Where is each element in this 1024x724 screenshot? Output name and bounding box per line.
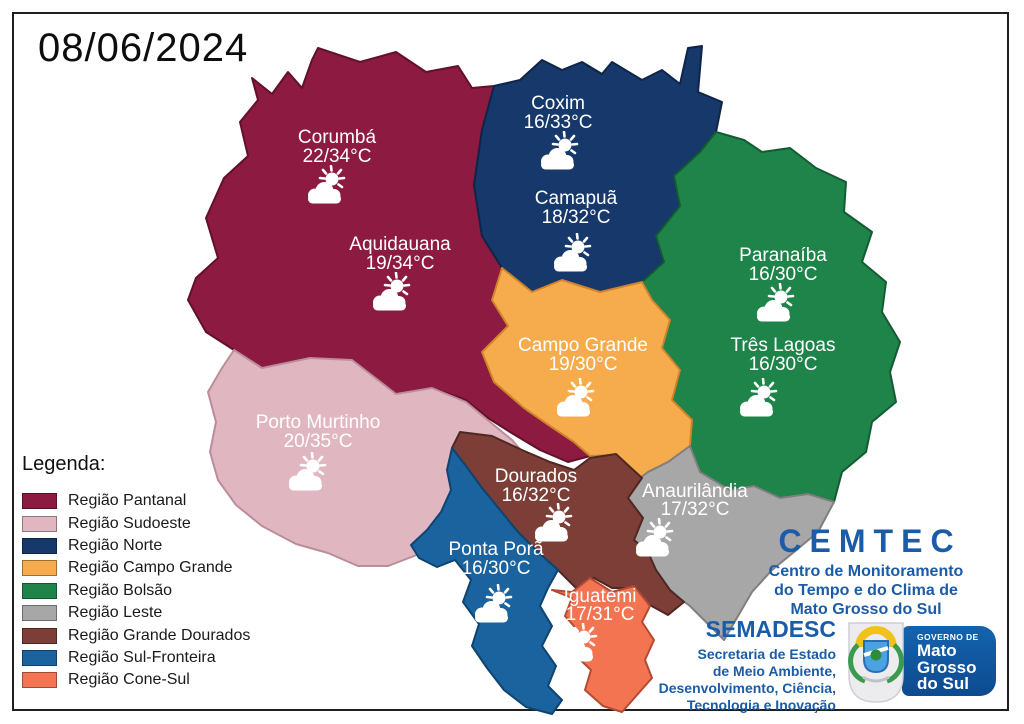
station-tres-lagoas: Três Lagoas 16/30°C [731, 335, 836, 418]
cemtec-subtitle-line: do Tempo e do Clima de [774, 581, 958, 599]
cemtec-logo: CEMTEC Centro de Monitoramento do Tempo … [752, 523, 980, 620]
svg-text:Ponta Porã: Ponta Porã [448, 539, 543, 560]
station-porto-murtinho: Porto Murtinho 20/35°C [256, 412, 381, 492]
legend-label: Região Sudoeste [68, 514, 191, 532]
governo-line: do Sul [917, 674, 969, 693]
semadesc-line: de Meio Ambiente, [712, 663, 836, 680]
legend-item-sudoeste: Região Sudoeste [22, 512, 250, 534]
svg-text:16/30°C: 16/30°C [749, 354, 818, 375]
semadesc-line: Secretaria de Estado [697, 646, 836, 662]
station-paranaiba: Paranaíba 16/30°C [739, 245, 827, 323]
legend-swatch [22, 627, 57, 644]
region-sul-fronteira [410, 447, 563, 715]
regions-layer [187, 45, 901, 715]
legend-item-grande-dourados: Região Grande Dourados [22, 624, 250, 646]
legend-label: Região Norte [68, 536, 163, 554]
svg-text:18/32°C: 18/32°C [542, 207, 611, 228]
date-label: 08/06/2024 [38, 26, 249, 70]
svg-text:Coxim: Coxim [531, 93, 585, 114]
semadesc-line: Tecnologia e Inovação [686, 697, 836, 714]
svg-text:16/33°C: 16/33°C [524, 112, 593, 133]
svg-text:16/32°C: 16/32°C [502, 485, 571, 506]
legend-title: Legenda: [22, 453, 106, 475]
svg-text:Aquidauana: Aquidauana [349, 234, 451, 255]
svg-text:Iguatemi: Iguatemi [564, 586, 637, 607]
svg-text:20/35°C: 20/35°C [284, 431, 353, 452]
station-campo-grande: Campo Grande 19/30°C [518, 335, 648, 418]
svg-text:Campo Grande: Campo Grande [518, 335, 648, 356]
legend-item-sul-fronteira: Região Sul-Fronteira [22, 647, 250, 669]
stations-layer: Corumbá 22/34°C Aquidauana 19/34°C Coxim… [256, 93, 836, 663]
legend: Legenda: Região Pantanal Região Sudoeste… [22, 453, 250, 692]
svg-text:17/32°C: 17/32°C [661, 499, 730, 520]
legend-swatch [22, 537, 57, 554]
legend-label: Região Campo Grande [68, 559, 233, 577]
svg-text:Anaurilândia: Anaurilândia [642, 481, 748, 502]
cemtec-subtitle-line: Mato Grosso do Sul [790, 600, 942, 618]
svg-text:Porto Murtinho: Porto Murtinho [256, 412, 381, 433]
legend-item-bolsao: Região Bolsão [22, 580, 250, 602]
legend-swatch [22, 515, 57, 532]
legend-label: Região Pantanal [68, 492, 187, 510]
svg-text:22/34°C: 22/34°C [303, 146, 372, 167]
svg-text:19/34°C: 19/34°C [366, 253, 435, 274]
governo-ms-logo: GOVERNO DE Mato Grosso do Sul [902, 626, 996, 696]
legend-label: Região Leste [68, 604, 163, 622]
station-iguatemi: Iguatemi 17/31°C [558, 586, 637, 663]
semadesc-line: Desenvolvimento, Ciência, [658, 680, 836, 697]
station-aquidauana: Aquidauana 19/34°C [349, 234, 451, 312]
legend-swatch [22, 582, 57, 599]
svg-text:16/30°C: 16/30°C [749, 264, 818, 285]
legend-swatch [22, 672, 57, 689]
governo-line: Mato [917, 641, 957, 660]
station-camapua: Camapuã 18/32°C [535, 188, 618, 273]
legend-label: Região Sul-Fronteira [68, 648, 216, 666]
station-dourados: Dourados 16/32°C [495, 466, 577, 543]
svg-text:Corumbá: Corumbá [298, 127, 377, 148]
svg-text:19/30°C: 19/30°C [549, 354, 618, 375]
legend-label: Região Bolsão [68, 581, 173, 599]
station-ponta-pora: Ponta Porã 16/30°C [448, 539, 544, 624]
cemtec-title: CEMTEC [778, 523, 962, 559]
legend-item-cone-sul: Região Cone-Sul [22, 669, 250, 691]
svg-text:Paranaíba: Paranaíba [739, 245, 827, 266]
legend-label: Região Cone-Sul [68, 671, 190, 689]
governo-line: Grosso [917, 657, 977, 677]
legend-item-norte: Região Norte [22, 535, 250, 557]
cemtec-subtitle-line: Centro de Monitoramento [768, 563, 964, 580]
legend-item-pantanal: Região Pantanal [22, 490, 250, 512]
semadesc-logo: SEMADESC Secretaria de Estado de Meio Am… [640, 616, 836, 714]
ms-coat-of-arms [848, 622, 904, 703]
station-coxim: Coxim 16/33°C [524, 93, 593, 171]
legend-item-campo-grande: Região Campo Grande [22, 557, 250, 579]
legend-swatch [22, 605, 57, 622]
svg-text:17/31°C: 17/31°C [566, 604, 635, 625]
station-anaurilandia: Anaurilândia 17/32°C [634, 481, 748, 558]
semadesc-title: SEMADESC [705, 616, 836, 642]
station-corumba: Corumbá 22/34°C [298, 127, 377, 205]
sun-behind-cloud-icon [558, 623, 598, 663]
legend-item-leste: Região Leste [22, 602, 250, 624]
svg-text:Dourados: Dourados [495, 466, 577, 487]
governo-kicker: GOVERNO DE [917, 632, 979, 642]
legend-swatch [22, 649, 57, 666]
svg-text:Três Lagoas: Três Lagoas [731, 335, 836, 356]
legend-label: Região Grande Dourados [68, 626, 251, 644]
legend-swatch [22, 493, 57, 510]
svg-text:16/30°C: 16/30°C [462, 558, 531, 579]
svg-text:Camapuã: Camapuã [535, 188, 618, 209]
legend-swatch [22, 560, 57, 577]
